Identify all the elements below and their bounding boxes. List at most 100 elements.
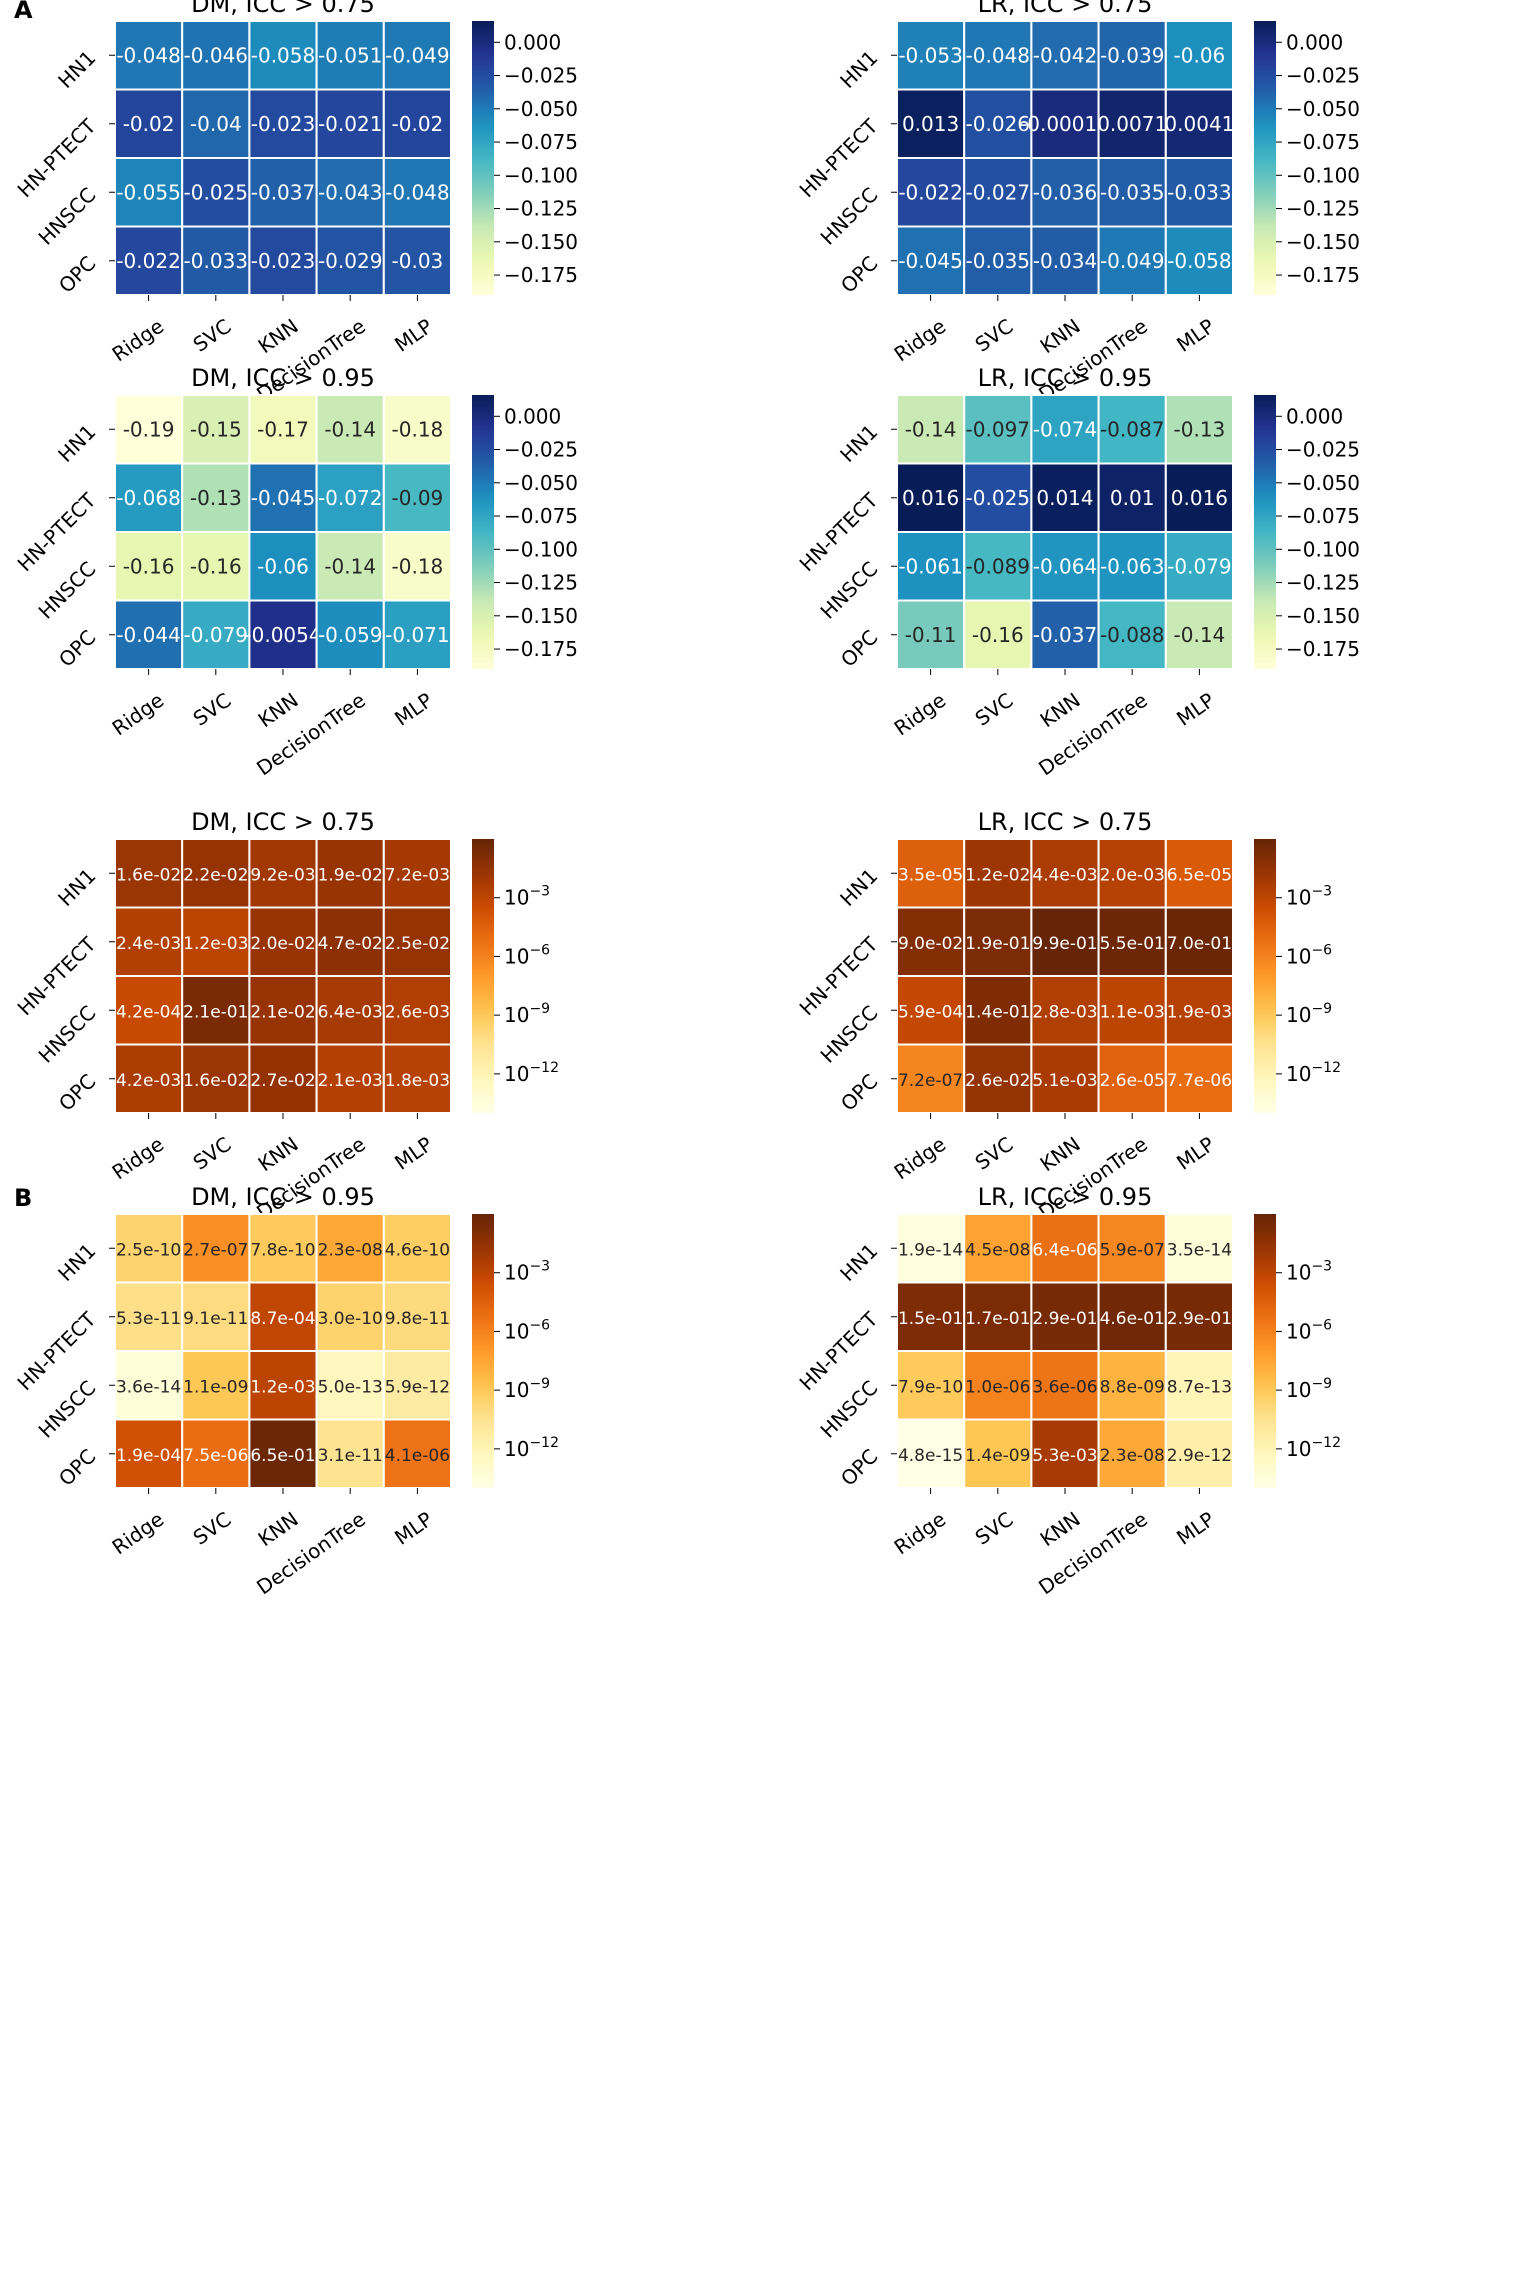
colorbar-tick-label: −0.175 [504,263,578,287]
heatmap-cell [1164,531,1235,602]
cell-value: 5.9e-04 [898,1002,963,1022]
cell-value: 6.5e-01 [250,1446,315,1466]
cell-value: 4.6e-01 [1100,1309,1165,1329]
row-label: HNSCC [816,557,883,624]
cell-value: -0.053 [898,43,962,67]
cell-value: -0.064 [1033,554,1097,578]
cell-value: 7.8e-10 [250,1240,315,1260]
col-label: KNN [254,688,303,732]
cell-value: 6.4e-03 [318,1002,383,1022]
heatmap-cell [248,838,318,909]
col-label: Ridge [108,688,169,740]
heatmap-4: LR, ICC > 0.95 -0.14 -0.097 -0.074 -0.087 -0.… [795,364,1360,780]
cell-value: 9.1e-11 [183,1309,248,1329]
col-label: SVC [189,314,236,357]
heatmap-cell [1164,838,1235,909]
cell-value: -0.11 [905,623,957,647]
colorbar-tick-label: 10−9 [504,1001,550,1027]
cell-value: -0.033 [1167,180,1231,204]
heatmap-cell [1030,225,1100,296]
cell-value: 3.6e-14 [116,1377,181,1397]
col-label: SVC [971,1132,1018,1175]
cell-value: -0.037 [251,180,315,204]
heatmap-7: DM, ICC > 0.95 2.5e-10 2.7e-07 7.8e-10 2.3e-… [13,1183,559,1599]
col-label: MLP [390,314,437,357]
cell-value: 1.2e-03 [183,934,248,954]
heatmap-cell [315,1418,385,1489]
heatmap-cell [382,225,452,296]
row-label: HN1 [53,1239,100,1286]
cell-value: -0.097 [966,417,1030,441]
heatmap-cell [1097,838,1167,909]
cell-value: 5.3e-03 [1032,1446,1097,1466]
heatmap-cell [1097,462,1167,533]
row-label: HNSCC [34,183,101,250]
cell-value: 3.5e-14 [1167,1240,1232,1260]
cell-value: 4.8e-15 [898,1446,963,1466]
cell-value: -0.048 [385,180,449,204]
heatmap-8: LR, ICC > 0.95 1.9e-14 4.5e-08 6.4e-06 5.9e-… [795,1183,1341,1599]
row-label: OPC [836,625,883,672]
col-label: Ridge [108,314,169,366]
row-label: HNSCC [816,1001,883,1068]
cell-value: 1.9e-04 [116,1446,181,1466]
heatmap-3: DM, ICC > 0.95-0.19 -0.15 -0.17 -0.14 -0.18-… [13,364,578,780]
cell-value: 1.1e-03 [1100,1002,1165,1022]
cell-value: -0.06 [257,554,309,578]
heatmap-cell [315,975,385,1046]
colorbar-tick-label: 10−6 [504,1317,550,1343]
heatmap-cell [896,394,966,465]
cell-value: -0.18 [392,417,444,441]
cell-value: -0.037 [1033,623,1097,647]
cell-value: 7.9e-10 [898,1377,963,1397]
heatmap-cell [315,462,385,533]
heatmap-cell [963,225,1033,296]
cell-value: -0.025 [966,486,1030,510]
cell-value: 2.6e-03 [385,1002,450,1022]
heatmap-cell [248,1213,318,1284]
cell-value: -0.044 [116,623,180,647]
colorbar-tick-label: 0.000 [504,404,561,428]
heatmap-cell [114,1350,184,1421]
col-label: KNN [1036,314,1085,358]
cell-value: -0.074 [1033,417,1097,441]
heatmap-cell [1164,20,1235,91]
cell-value: -0.15 [190,417,242,441]
cell-value: 2.9e-01 [1032,1309,1097,1329]
cell-value: -0.029 [318,249,382,273]
cell-value: -0.089 [966,554,1030,578]
heatmap-cell [114,1213,184,1284]
heatmap-cell [315,394,385,465]
col-label: SVC [971,314,1018,357]
colorbar-tick-label: −0.125 [1286,571,1360,595]
heatmap-cell [181,599,251,670]
colorbar-tick-label: −0.050 [504,471,578,495]
cell-value: 0.016 [902,486,959,510]
heatmap-cell [1097,531,1167,602]
colorbar [1254,395,1276,669]
cell-value: 2.9e-01 [1167,1309,1232,1329]
heatmap-cell [1164,462,1235,533]
heatmap-cell [315,225,385,296]
colorbar-tick-label: 0.000 [1286,30,1343,54]
colorbar-tick-label: 10−12 [1286,1060,1341,1086]
heatmap-cell [1164,157,1235,228]
colorbar-tick-label: 10−9 [1286,1376,1332,1402]
colorbar-tick-label: 10−3 [504,1259,550,1285]
cell-value: -0.042 [1033,43,1097,67]
chart-title: DM, ICC > 0.75 [191,0,375,18]
cell-value: -0.16 [972,623,1024,647]
colorbar-tick-label: −0.025 [1286,438,1360,462]
heatmap-cell [963,88,1033,159]
cell-value: 3.1e-11 [318,1446,383,1466]
cell-value: 1.2e-03 [250,1377,315,1397]
cell-value: 2.6e-05 [1100,1071,1165,1091]
colorbar-tick-label: 0.000 [1286,404,1343,428]
colorbar [472,1214,494,1488]
col-label: KNN [254,314,303,358]
colorbar-tick-label: −0.025 [504,64,578,88]
cell-value: 2.6e-02 [965,1071,1030,1091]
panel-label-b: B [14,1184,33,1212]
